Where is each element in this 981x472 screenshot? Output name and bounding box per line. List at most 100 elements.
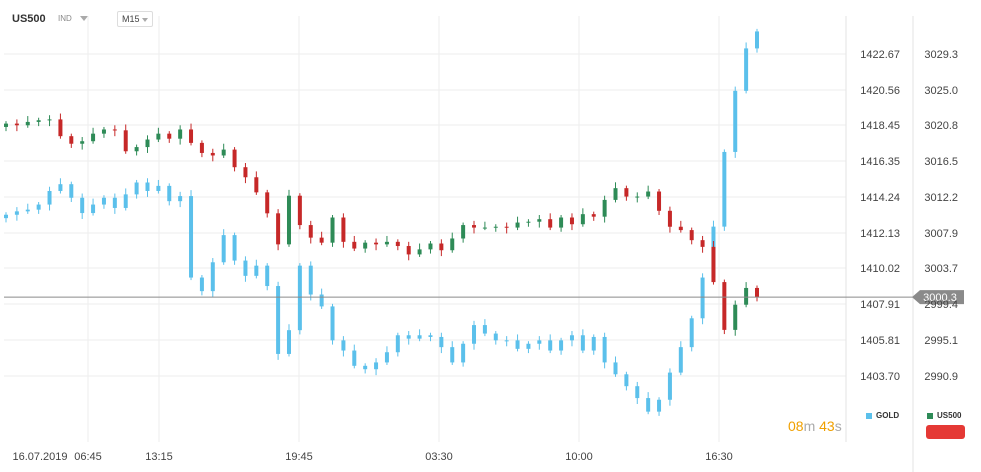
gold-axis-tick-label: 1422.67 xyxy=(860,49,900,61)
timeframe-selector[interactable]: M15 xyxy=(117,11,153,27)
gold-axis-tick-label: 1407.91 xyxy=(860,299,900,311)
price-line: 3000.3 xyxy=(4,290,964,305)
us500-candle xyxy=(134,147,139,152)
gold-candle xyxy=(733,90,738,152)
us500-candle xyxy=(232,149,237,168)
timer-seconds: 43 xyxy=(819,418,835,434)
us500-candle xyxy=(14,123,19,126)
us500-candle xyxy=(199,142,204,153)
us500-candle xyxy=(319,237,324,243)
gold-candle xyxy=(635,386,640,399)
gold-candle xyxy=(569,335,574,341)
us500-candle xyxy=(363,242,368,249)
gold-candle xyxy=(406,335,411,339)
us500-candle xyxy=(69,136,74,144)
x-tick-label: 16:30 xyxy=(705,451,733,463)
us500-candle xyxy=(286,195,291,245)
us500-candle xyxy=(657,191,662,211)
gold-candle xyxy=(472,325,477,344)
gold-axis-tick-label: 1405.81 xyxy=(860,335,900,347)
us500-candle xyxy=(559,217,564,228)
gold-candle xyxy=(308,265,313,295)
us500-axis-tick-label: 2995.1 xyxy=(924,335,958,347)
gold-candle xyxy=(101,197,106,205)
gold-candle xyxy=(624,374,629,387)
us500-candle xyxy=(243,167,248,178)
us500-axis-tick-label: 3029.3 xyxy=(924,49,958,61)
gold-candle xyxy=(461,343,466,363)
chevron-down-icon[interactable] xyxy=(80,16,88,21)
countdown-timer: 08m 43s xyxy=(788,418,842,434)
gold-candle xyxy=(58,184,63,191)
us500-axis-tick-label: 3012.2 xyxy=(924,192,958,204)
gold-candle xyxy=(221,235,226,263)
gold-candle xyxy=(504,340,509,342)
gold-candle xyxy=(613,362,618,375)
us500-candle xyxy=(210,152,215,156)
us500-candle xyxy=(308,225,313,238)
us500-axis-tick-label: 3003.7 xyxy=(924,263,958,275)
chart-header: US500 IND M15 xyxy=(0,0,981,40)
gold-candle xyxy=(254,265,259,276)
gold-candle xyxy=(199,277,204,292)
us500-candle xyxy=(700,240,705,247)
us500-candle xyxy=(591,214,596,217)
gold-candle xyxy=(232,235,237,261)
gold-axis-tick-label: 1403.70 xyxy=(860,371,900,383)
us500-candle xyxy=(297,195,302,226)
us500-candle xyxy=(733,304,738,330)
us500-candle xyxy=(265,192,270,214)
x-tick-label: 03:30 xyxy=(425,451,453,463)
grid xyxy=(4,16,914,472)
us500-candle xyxy=(428,243,433,250)
legend-gold: GOLD xyxy=(866,411,899,420)
us500-candle xyxy=(548,219,553,228)
us500-series xyxy=(4,113,759,336)
current-price-label: 3000.3 xyxy=(923,292,957,304)
gold-candle xyxy=(156,185,161,191)
gold-candle xyxy=(178,196,183,202)
us500-candle xyxy=(537,219,542,222)
us500-candle xyxy=(722,282,727,330)
us500-candle xyxy=(646,191,651,197)
gold-candle xyxy=(25,209,30,212)
gold-candle xyxy=(363,365,368,370)
gold-candle xyxy=(4,214,8,219)
us500-candle xyxy=(482,227,487,229)
us500-axis-tick-label: 3016.5 xyxy=(924,156,958,168)
axes: 1422.67 1420.56 1418.45 1416.35 1414.24 1412.… xyxy=(12,49,958,463)
gold-candle xyxy=(417,335,422,339)
symbol-label[interactable]: US500 xyxy=(12,13,46,25)
us500-candle xyxy=(689,230,694,241)
gold-candle xyxy=(297,265,302,331)
us500-candle xyxy=(526,221,531,223)
us500-candle xyxy=(123,130,128,152)
us500-candle xyxy=(36,120,41,122)
us500-candle xyxy=(624,188,629,197)
us500-candle xyxy=(47,119,52,121)
gold-candle xyxy=(134,182,139,195)
gold-candle xyxy=(112,197,117,208)
x-tick-label: 19:45 xyxy=(285,451,313,463)
legend-label-gold: GOLD xyxy=(876,411,900,420)
gold-candle xyxy=(439,336,444,348)
gold-candle xyxy=(91,204,96,214)
us500-candle xyxy=(156,133,161,140)
gold-candle xyxy=(286,330,291,354)
gold-candle xyxy=(580,335,585,351)
gold-candle xyxy=(319,294,324,307)
gold-candle xyxy=(689,318,694,348)
gold-candle xyxy=(482,325,487,334)
us500-axis-tick-label: 3007.9 xyxy=(924,228,958,240)
gold-candle xyxy=(537,340,542,344)
us500-axis-tick-label: 3020.8 xyxy=(924,120,958,132)
us500-candle xyxy=(667,210,672,227)
gold-candle xyxy=(548,340,553,351)
timer-seconds-unit: s xyxy=(834,418,842,434)
gold-axis-tick-label: 1412.13 xyxy=(860,228,900,240)
us500-candle xyxy=(112,129,117,131)
us500-candle xyxy=(4,123,8,127)
us500-candle xyxy=(472,225,477,228)
sell-indicator[interactable] xyxy=(926,425,965,439)
